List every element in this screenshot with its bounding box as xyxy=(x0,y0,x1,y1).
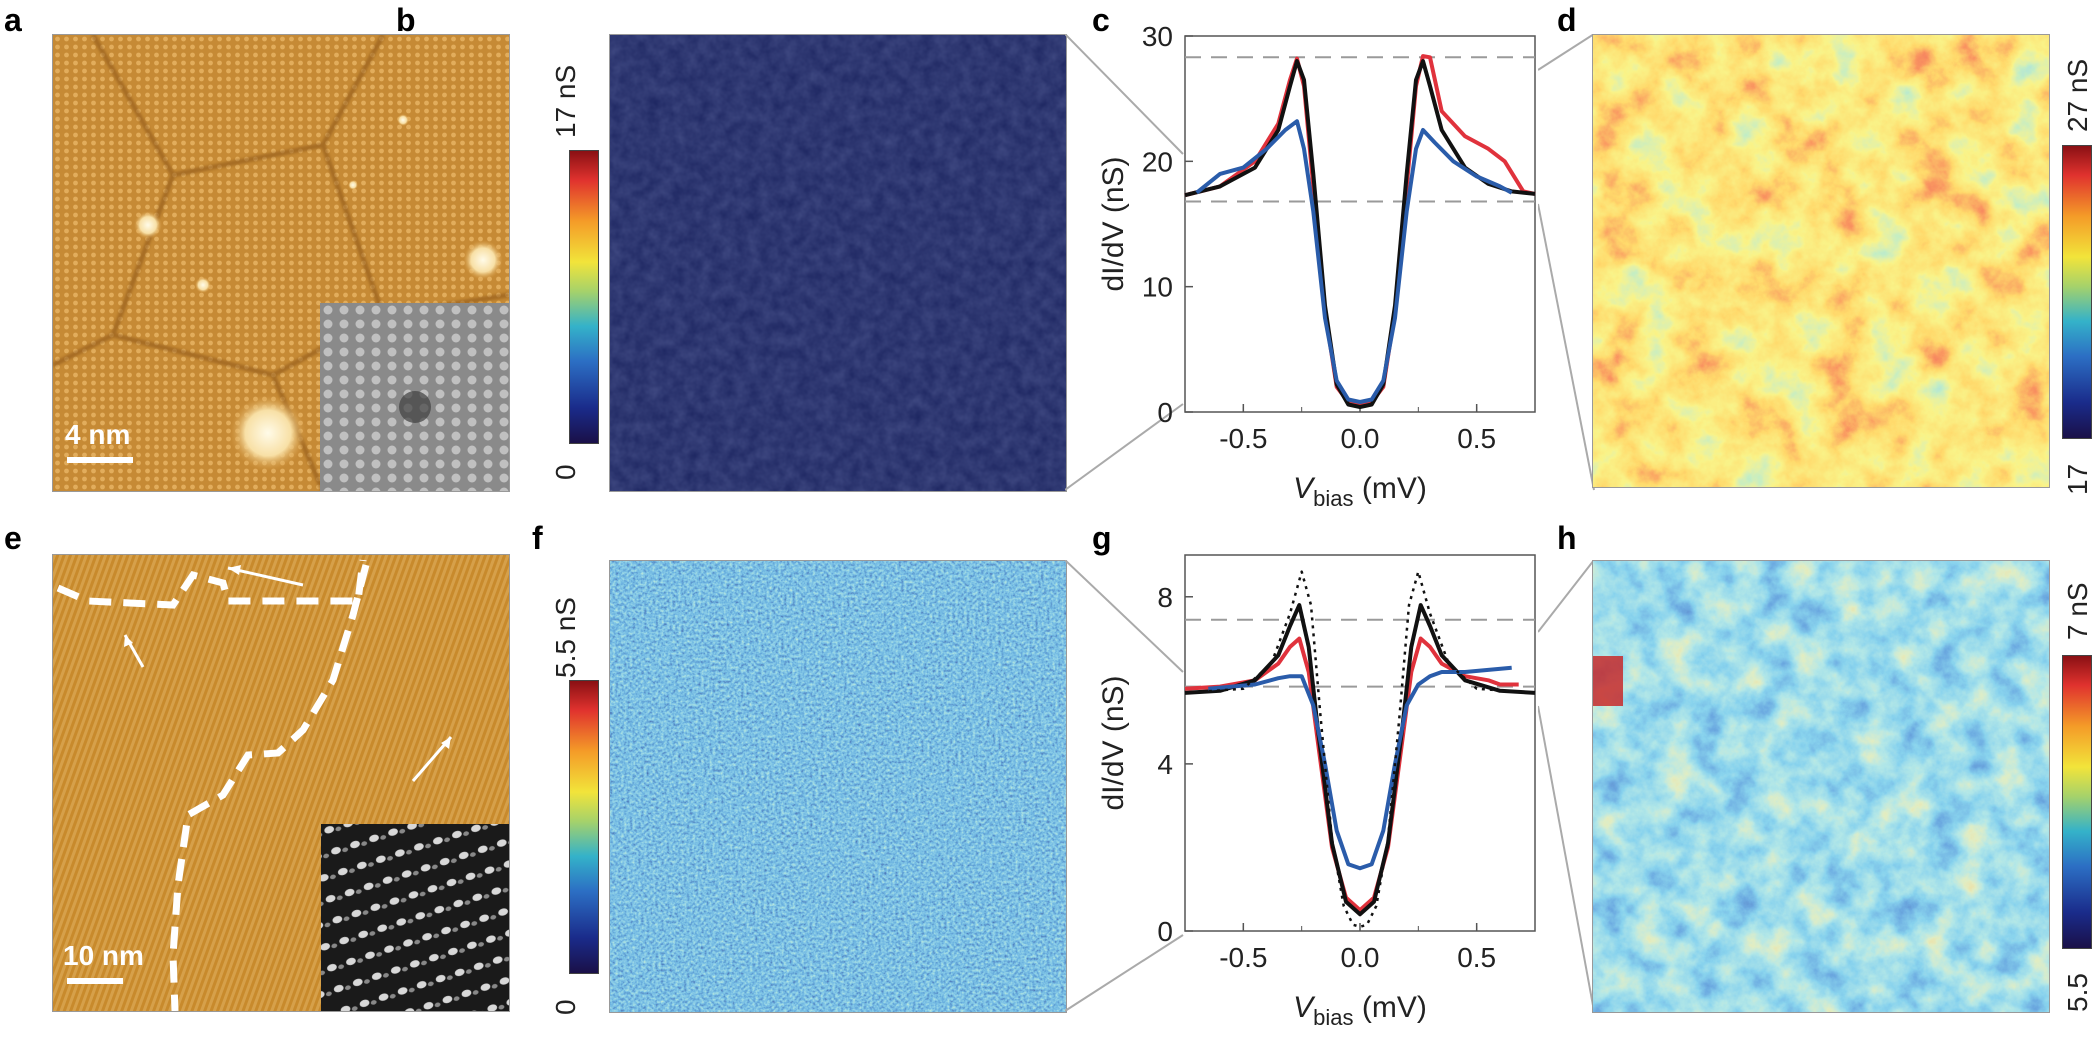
conductance-map-h-graphic xyxy=(1593,561,2049,1012)
colorbar-f-min: 0 xyxy=(550,999,581,1015)
conductance-map-f xyxy=(609,560,1067,1013)
stm-image-a: 4 nm xyxy=(52,34,510,492)
scalebar-label-a: 4 nm xyxy=(65,419,131,450)
x-tick-label: -0.5 xyxy=(1219,423,1267,454)
x-tick-label: 0.5 xyxy=(1457,942,1496,973)
stm-image-e: 10 nm xyxy=(52,554,510,1012)
panel-label-d: d xyxy=(1557,2,1577,38)
scalebar-e xyxy=(67,978,123,984)
panel-label-f: f xyxy=(532,520,543,556)
y-tick-label: 4 xyxy=(1157,749,1173,780)
panel-label-c: c xyxy=(1092,2,1110,38)
panel-label-b: b xyxy=(396,2,416,38)
conductance-map-b xyxy=(609,34,1067,492)
series-line-black xyxy=(1184,603,1536,917)
colorbar-b-max: 17 nS xyxy=(550,64,581,138)
panel-label-a: a xyxy=(4,2,22,38)
x-tick-label: 0.0 xyxy=(1341,942,1380,973)
panel-label-e: e xyxy=(4,520,22,556)
colorbar-h-max: 7 nS xyxy=(2062,582,2093,640)
plot-frame xyxy=(1184,554,1536,932)
y-tick-label: 0 xyxy=(1157,397,1173,428)
y-axis-label: dI/dV (nS) xyxy=(1097,675,1130,810)
y-tick-label: 10 xyxy=(1142,272,1173,303)
inset-atomic-a xyxy=(320,303,509,491)
colorbar-f xyxy=(569,680,599,974)
colorbar-h-min: 5.5 xyxy=(2062,973,2093,1012)
conductance-map-d xyxy=(1592,34,2050,488)
conductance-map-f-graphic xyxy=(610,561,1066,1012)
series-line-dotted xyxy=(1184,570,1536,929)
x-tick-label: 0.0 xyxy=(1341,423,1380,454)
colorbar-d-min: 17 xyxy=(2062,463,2093,495)
connector-c-d xyxy=(1538,34,1595,491)
connector-g-h xyxy=(1538,560,1595,1012)
conductance-map-b-graphic xyxy=(610,35,1066,491)
x-tick-label: 0.5 xyxy=(1457,423,1496,454)
y-axis-label: dI/dV (nS) xyxy=(1097,156,1130,291)
conductance-map-h xyxy=(1592,560,2050,1013)
colorbar-d-max: 27 nS xyxy=(2062,58,2093,132)
plot-frame xyxy=(1184,35,1536,413)
colorbar-b-min: 0 xyxy=(550,464,581,480)
y-tick-label: 30 xyxy=(1142,24,1173,52)
y-tick-label: 20 xyxy=(1142,146,1173,177)
inset-atomic-e-graphic xyxy=(321,824,509,1011)
spectra-chart-g: 0 4 8 -0.5 0.0 0.5 Vbias (mV) dI/dV (nS) xyxy=(1097,554,1536,1030)
panel-label-h: h xyxy=(1557,520,1577,556)
scalebar-a xyxy=(67,457,133,463)
series-line-black xyxy=(1184,59,1536,409)
y-tick-label: 0 xyxy=(1157,916,1173,947)
series-line-blue xyxy=(1208,665,1512,871)
colorbar-b xyxy=(569,150,599,444)
scalebar-label-e: 10 nm xyxy=(63,940,144,971)
colorbar-h xyxy=(2062,655,2092,949)
x-axis-label: Vbias (mV) xyxy=(1293,991,1427,1030)
colorbar-f-max: 5.5 nS xyxy=(550,597,581,678)
conductance-map-d-graphic xyxy=(1593,35,2049,487)
inset-atomic-a-graphic xyxy=(320,303,509,491)
colorbar-d xyxy=(2062,145,2092,439)
x-tick-label: -0.5 xyxy=(1219,942,1267,973)
inset-atomic-e xyxy=(321,824,509,1011)
y-tick-label: 8 xyxy=(1157,582,1173,613)
spectra-chart-c: 0 10 20 30 -0.5 0.0 0.5 Vbias (mV) dI/dV (nS) xyxy=(1097,24,1536,511)
connector-f-g xyxy=(1065,560,1184,1012)
panel-label-g: g xyxy=(1092,520,1112,556)
series-line-red xyxy=(1184,54,1536,406)
series-line-blue xyxy=(1195,119,1513,404)
connector-b-c xyxy=(1065,34,1184,491)
x-axis-label: Vbias (mV) xyxy=(1293,472,1427,511)
